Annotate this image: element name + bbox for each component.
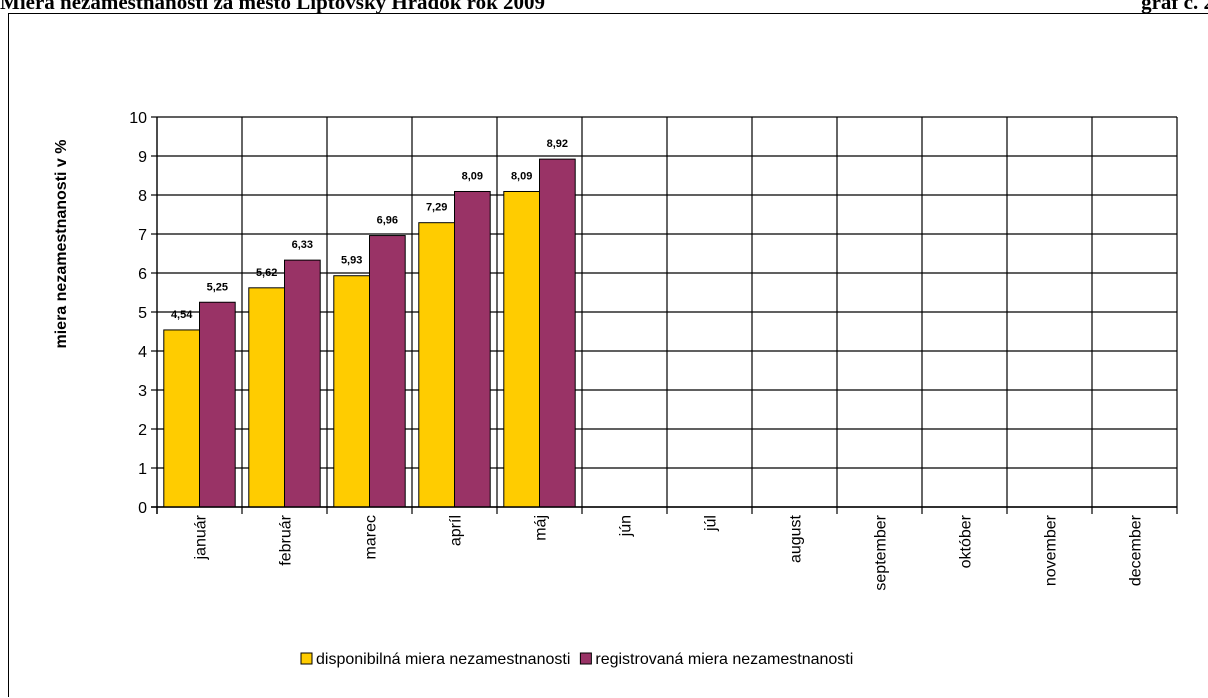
x-tick-label: marec	[363, 515, 380, 559]
figure-reference: graf č. 2	[1141, 0, 1208, 14]
x-tick-label: júl	[703, 515, 720, 532]
data-label: 4,54	[171, 309, 193, 321]
y-tick-label: 8	[138, 188, 147, 205]
data-label: 5,62	[256, 267, 277, 279]
bar-chart: 4,54 5,62 5,93 7,29 8,09 5,25 6,33 6,96 8,09 8,92…	[53, 110, 1178, 668]
bar	[284, 259, 321, 508]
data-label: 8,09	[511, 170, 532, 182]
x-tick-label: máj	[533, 515, 550, 541]
chart-frame: 4,54 5,62 5,93 7,29 8,09 5,25 6,33 6,96 8,09 8,92…	[8, 13, 1208, 697]
data-label: 6,33	[292, 239, 313, 251]
x-tick-label: november	[1043, 514, 1060, 586]
x-tick-label: február	[278, 514, 295, 565]
y-axis-title: miera nezamestnanosti v %	[53, 140, 70, 349]
bar	[333, 275, 370, 508]
x-tick-label: apríl	[448, 515, 465, 546]
bar	[248, 287, 286, 508]
data-label: 5,25	[207, 281, 228, 293]
legend-swatch	[300, 652, 313, 665]
x-tick-label: január	[193, 514, 210, 560]
bar	[199, 301, 236, 508]
data-label: 7,29	[426, 202, 447, 214]
x-tick-label: október	[958, 514, 975, 568]
x-tick-label: september	[873, 514, 890, 590]
data-label: 8,09	[462, 170, 483, 182]
y-tick-label: 3	[138, 383, 147, 400]
legend-swatch	[579, 652, 592, 665]
bar	[539, 158, 576, 508]
y-tick-label: 5	[138, 305, 147, 322]
x-tick-label: august	[788, 514, 805, 563]
y-tick-label: 6	[138, 266, 147, 283]
y-tick-label: 2	[138, 422, 147, 439]
bar	[454, 190, 491, 508]
bar	[369, 235, 406, 508]
data-label: 8,92	[547, 138, 568, 150]
y-tick-label: 9	[138, 149, 147, 166]
legend-label: registrovaná miera nezamestnanosti	[595, 651, 853, 668]
x-tick-label: jún	[618, 515, 635, 537]
legend-label: disponibilná miera nezamestnanosti	[316, 651, 570, 668]
y-tick-label: 1	[138, 461, 147, 478]
y-tick-label: 4	[138, 344, 147, 361]
data-label: 6,96	[377, 215, 398, 227]
x-tick-label: december	[1128, 514, 1145, 586]
page-title: Miera nezamestnanosti za mesto Liptovský…	[0, 0, 546, 14]
y-tick-label: 0	[138, 500, 147, 517]
bar	[418, 222, 455, 508]
y-tick-label: 7	[138, 227, 147, 244]
bar	[503, 190, 540, 508]
y-tick-label: 10	[129, 110, 147, 127]
bar	[163, 329, 201, 508]
data-label: 5,93	[341, 255, 362, 267]
